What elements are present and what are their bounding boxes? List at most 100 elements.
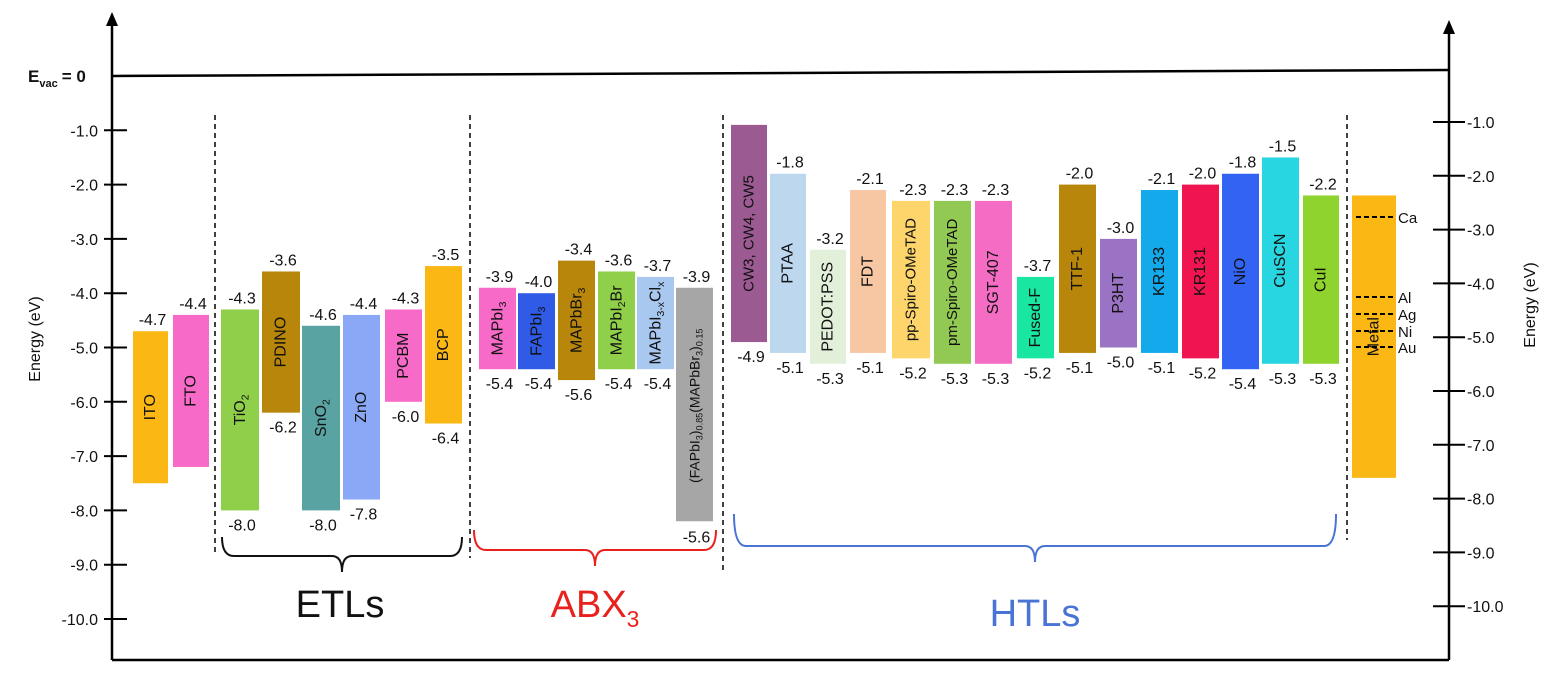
bottom-energy-label: -5.4 xyxy=(486,376,514,393)
material-mapbi3: MAPbI3 -3.9 -5.4 xyxy=(479,269,516,393)
material-name-label: Metal xyxy=(1366,317,1383,356)
energy-band-bar xyxy=(598,271,635,370)
bottom-energy-label: -5.6 xyxy=(565,387,593,404)
material-cui: CuI -2.2 -5.3 xyxy=(1303,176,1339,388)
bottom-energy-label: -5.4 xyxy=(644,376,672,393)
left-tick-label: -9.0 xyxy=(70,558,98,575)
top-energy-label: -1.5 xyxy=(1269,138,1297,155)
energy-band-bar xyxy=(425,266,462,424)
energy-band-bar xyxy=(731,124,767,343)
energy-band-bar xyxy=(558,260,595,381)
top-energy-label: -2.3 xyxy=(941,182,969,199)
bottom-energy-label: -5.0 xyxy=(1107,355,1135,372)
right-tick-label: -4.0 xyxy=(1467,276,1495,293)
material-p3ht: P3HT -3.0 -5.0 xyxy=(1100,220,1137,372)
top-energy-label: -1.8 xyxy=(1229,155,1257,172)
material-fused-f: Fused-F -3.7 -5.2 xyxy=(1017,258,1054,382)
bracket-line xyxy=(221,536,463,573)
material-name-label: MAPbI3 xyxy=(489,301,509,355)
material-name-label: NiO xyxy=(1232,258,1249,286)
bottom-energy-label: -5.2 xyxy=(899,365,927,382)
top-energy-label: -4.3 xyxy=(392,290,420,307)
material-name-label: KR131 xyxy=(1192,247,1209,296)
top-energy-label: -2.1 xyxy=(856,171,884,188)
right-tick-label: -1.0 xyxy=(1467,115,1495,132)
bottom-energy-label: -5.4 xyxy=(1229,376,1257,393)
group-label: HTLs xyxy=(990,593,1081,635)
axes: Evac = 0 Energy (eV) Energy (eV) xyxy=(27,12,1539,662)
group-separators xyxy=(214,115,1348,572)
energy-band-bar xyxy=(1182,184,1219,359)
left-tick-label: -8.0 xyxy=(70,503,98,520)
material-ptaa: PTAA -1.8 -5.1 xyxy=(770,155,806,377)
y-axis-title-left: Energy (eV) xyxy=(27,296,44,381)
top-energy-label: -3.7 xyxy=(1024,258,1052,275)
material-pcbm: PCBM -4.3 -6.0 xyxy=(385,290,422,426)
material-name-label: MAPbBr3 xyxy=(568,287,588,353)
right-tick-label: -10.0 xyxy=(1467,599,1504,616)
left-tick-label: -1.0 xyxy=(70,123,98,140)
material-name-label: pm-Spiro-OMeTAD xyxy=(944,219,961,346)
bottom-energy-label: -5.6 xyxy=(683,529,711,546)
bottom-energy-label: -5.1 xyxy=(776,360,804,377)
bottom-energy-label: -5.4 xyxy=(605,376,633,393)
energy-band-bar xyxy=(637,276,674,370)
material-name-label: CuI xyxy=(1313,267,1330,292)
material-fdt: FDT -2.1 -5.1 xyxy=(850,171,886,377)
energy-band-bar xyxy=(1100,238,1137,348)
left-tick-label: -5.0 xyxy=(70,341,98,358)
bottom-energy-label: -5.3 xyxy=(982,371,1010,388)
group-bracket-etls: ETLs xyxy=(221,536,463,626)
top-energy-label: -3.2 xyxy=(816,231,844,248)
material-name-label: KR133 xyxy=(1151,247,1168,296)
energy-band-bar xyxy=(385,309,422,402)
top-energy-label: -3.4 xyxy=(565,242,593,259)
material-mapbi3-xclx: MAPbI3-xClx -3.7 -5.4 xyxy=(637,258,674,393)
metal-level-label: Ni xyxy=(1398,324,1412,341)
energy-band-bar xyxy=(173,314,209,467)
metal-level-label: Ca xyxy=(1398,210,1418,227)
bottom-energy-label: -4.9 xyxy=(737,349,765,366)
metal-level-label: Au xyxy=(1398,340,1416,357)
material-name-label: FAPbI3 xyxy=(528,306,548,356)
energy-band-bar xyxy=(1303,195,1339,364)
energy-band-bar xyxy=(518,293,555,370)
material-zno: ZnO -4.4 -7.8 xyxy=(343,296,380,524)
top-energy-label: -2.2 xyxy=(1309,176,1337,193)
material-name-label: FTO xyxy=(183,375,200,407)
left-tick-label: -2.0 xyxy=(70,178,98,195)
top-energy-label: -2.3 xyxy=(899,182,927,199)
material-name-label: pp-Spiro-OMeTAD xyxy=(903,218,920,341)
material-name-label: (FAPbI3)0.85(MAPbBr3)0.15 xyxy=(687,329,705,483)
material-name-label: SGT-407 xyxy=(985,250,1002,314)
top-energy-label: -3.9 xyxy=(486,269,514,286)
left-tick-label: -10.0 xyxy=(62,612,99,629)
bottom-energy-label: -5.4 xyxy=(525,376,553,393)
energy-band-bar xyxy=(934,200,971,364)
bottom-energy-label: -5.3 xyxy=(1309,371,1337,388)
right-tick-label: -9.0 xyxy=(1467,545,1495,562)
group-label: ETLs xyxy=(296,584,385,626)
material-kr131: KR131 -2.0 -5.2 xyxy=(1182,166,1219,382)
energy-band-bar xyxy=(1222,173,1259,370)
energy-band-bar xyxy=(133,331,168,484)
top-energy-label: -3.7 xyxy=(644,258,672,275)
material-mapbi2br: MAPbI2Br -3.6 -5.4 xyxy=(598,252,635,393)
top-energy-label: -4.6 xyxy=(309,307,337,324)
top-energy-label: -3.5 xyxy=(432,247,460,264)
material-cuscn: CuSCN -1.5 -5.3 xyxy=(1262,138,1299,388)
right-axis-arrow xyxy=(1443,20,1455,34)
material--fapbi3-0-85-mapbbr3-0-15: (FAPbI3)0.85(MAPbBr3)0.15 -3.9 -5.6 xyxy=(676,269,713,546)
material-tio2: TiO2 -4.3 -8.0 xyxy=(221,290,259,534)
energy-band-bar xyxy=(262,271,300,413)
material-fapbi3: FAPbI3 -4.0 -5.4 xyxy=(518,274,555,393)
metal-level-label: Al xyxy=(1398,290,1411,307)
top-energy-label: -4.4 xyxy=(350,296,378,313)
material-ttf-1: TTF-1 -2.0 -5.1 xyxy=(1059,166,1096,377)
energy-band-bar xyxy=(479,287,516,370)
top-energy-label: -2.0 xyxy=(1189,166,1217,183)
material-fto: FTO -4.4 xyxy=(173,296,209,467)
group-label: ABX3 xyxy=(551,584,640,632)
material-bars: ITO -4.7 FTO -4.4 TiO2 -4.3 -8.0 PDINO -3.6 -6.2 S… xyxy=(133,124,1418,546)
